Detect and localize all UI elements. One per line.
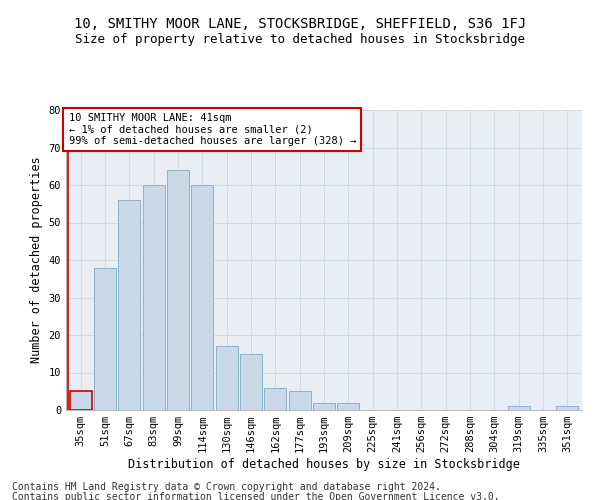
Bar	[289, 391, 311, 410]
Bar	[167, 170, 189, 410]
Bar	[313, 402, 335, 410]
Bar	[337, 402, 359, 410]
Bar	[191, 185, 213, 410]
Bar	[240, 354, 262, 410]
Text: 10, SMITHY MOOR LANE, STOCKSBRIDGE, SHEFFIELD, S36 1FJ: 10, SMITHY MOOR LANE, STOCKSBRIDGE, SHEF…	[74, 18, 526, 32]
Bar	[118, 200, 140, 410]
Bar	[143, 185, 164, 410]
Bar	[70, 391, 92, 410]
X-axis label: Distribution of detached houses by size in Stocksbridge: Distribution of detached houses by size …	[128, 458, 520, 471]
Bar	[508, 406, 530, 410]
Bar	[556, 406, 578, 410]
Text: Size of property relative to detached houses in Stocksbridge: Size of property relative to detached ho…	[75, 32, 525, 46]
Text: 10 SMITHY MOOR LANE: 41sqm
← 1% of detached houses are smaller (2)
99% of semi-d: 10 SMITHY MOOR LANE: 41sqm ← 1% of detac…	[68, 113, 356, 146]
Bar	[215, 346, 238, 410]
Bar	[94, 268, 116, 410]
Text: Contains HM Land Registry data © Crown copyright and database right 2024.: Contains HM Land Registry data © Crown c…	[12, 482, 441, 492]
Text: Contains public sector information licensed under the Open Government Licence v3: Contains public sector information licen…	[12, 492, 500, 500]
Y-axis label: Number of detached properties: Number of detached properties	[30, 156, 43, 364]
Bar	[265, 388, 286, 410]
